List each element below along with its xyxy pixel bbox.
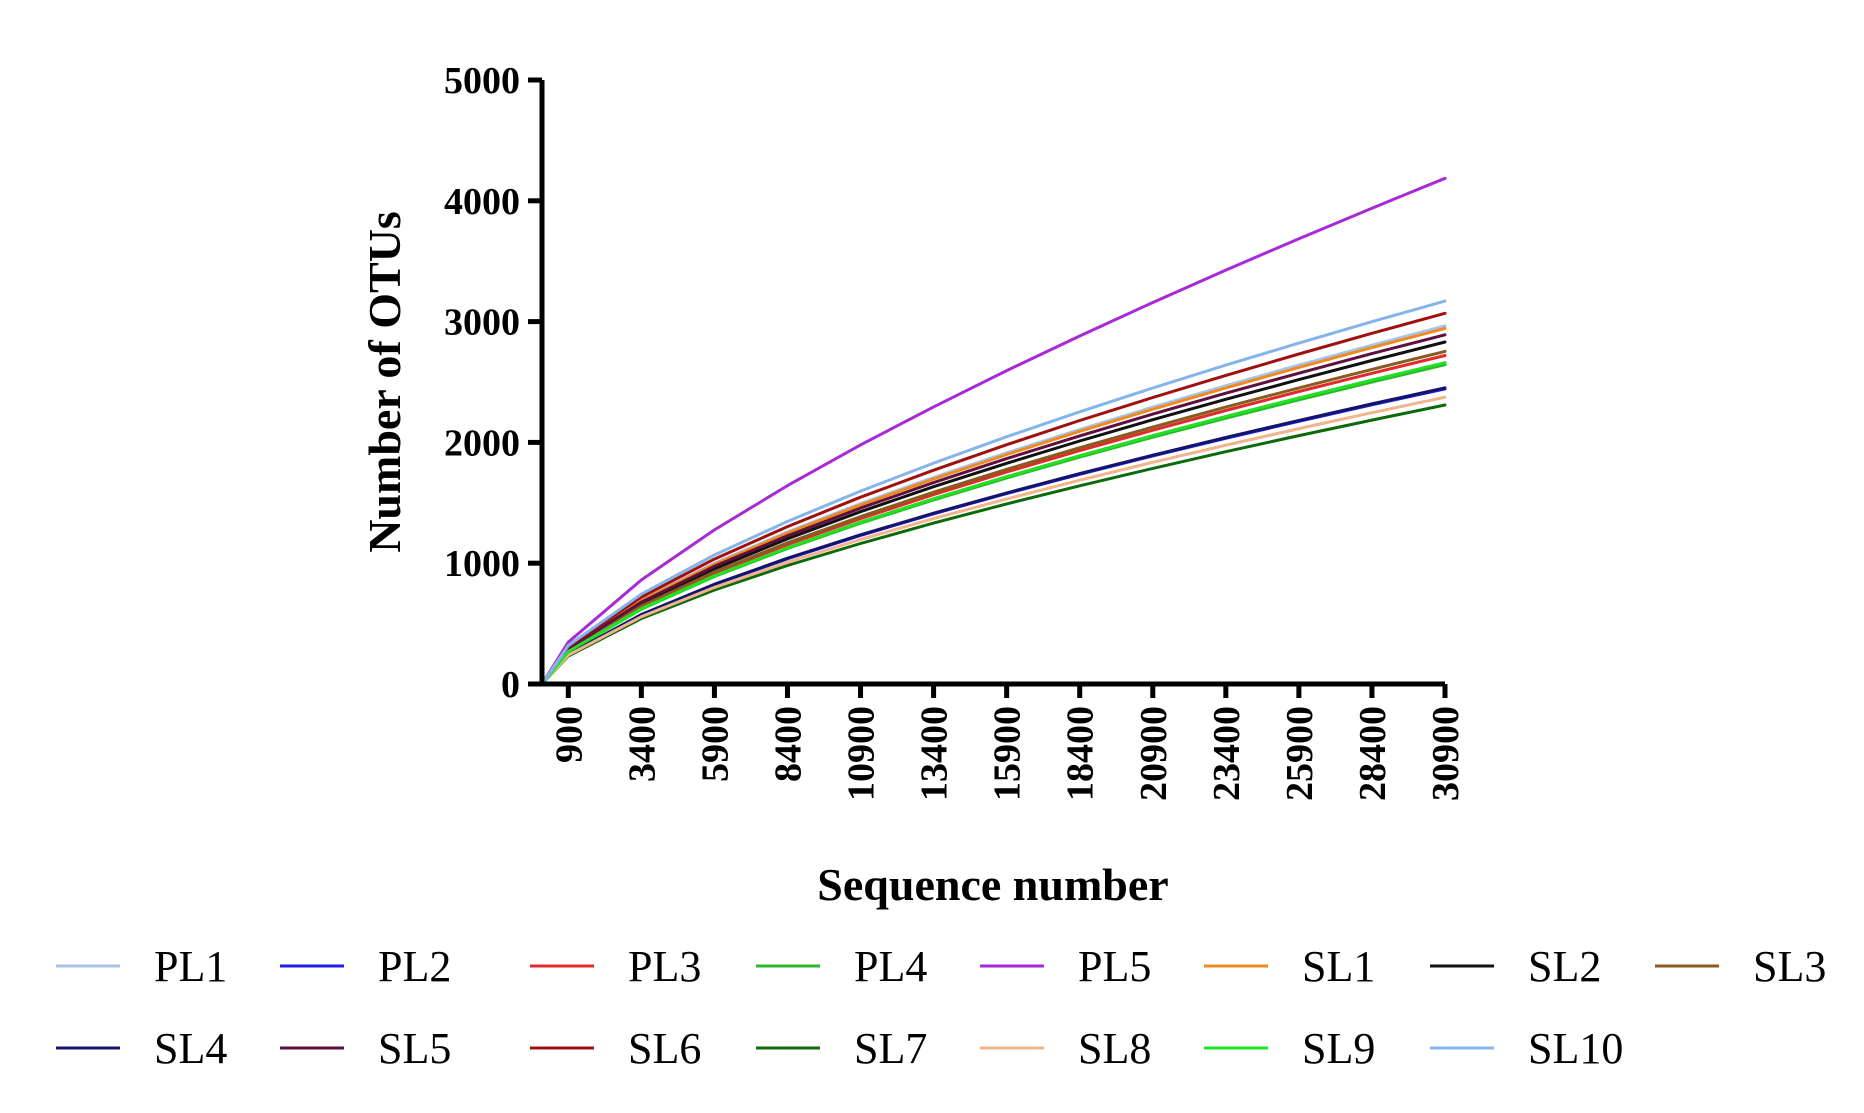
x-tick-label: 5900 <box>694 706 736 782</box>
x-tick-label: 15900 <box>987 706 1029 801</box>
series-line-pl3 <box>540 354 1447 686</box>
x-axis-title: Sequence number <box>817 859 1168 910</box>
x-tick-label: 10900 <box>841 706 883 801</box>
series-line-sl2 <box>540 340 1447 686</box>
legend-label: SL5 <box>378 1024 451 1073</box>
x-tick-label: 18400 <box>1060 706 1102 801</box>
legend-item-sl6: SL6 <box>530 1024 701 1073</box>
series-line-sl3 <box>540 349 1447 686</box>
legend-item-sl10: SL10 <box>1430 1024 1623 1073</box>
legend-label: PL4 <box>854 942 927 991</box>
legend-label: SL9 <box>1302 1024 1375 1073</box>
legend-label: SL2 <box>1528 942 1601 991</box>
x-tick-label: 30900 <box>1425 706 1467 801</box>
y-tick-label: 5000 <box>444 60 520 102</box>
legend-label: SL3 <box>1753 942 1826 991</box>
series-line-pl1 <box>540 324 1447 686</box>
legend: PL1 PL2 PL3 PL4 PL5 SL1 SL2 SL3 SL4 SL5 SL6 SL7 SL8 S… <box>56 942 1826 1073</box>
legend-label: PL1 <box>154 942 227 991</box>
y-tick-label: 3000 <box>444 302 520 344</box>
x-tick-label: 3400 <box>621 706 663 782</box>
legend-item-sl1: SL1 <box>1204 942 1375 991</box>
axes <box>539 80 1445 687</box>
series-line-sl9 <box>540 361 1447 686</box>
y-axis-title: Number of OTUs <box>359 211 410 553</box>
legend-item-sl4: SL4 <box>56 1024 227 1073</box>
legend-label: SL4 <box>154 1024 227 1073</box>
legend-item-sl2: SL2 <box>1430 942 1601 991</box>
x-tick-label: 28400 <box>1352 706 1394 801</box>
legend-item-pl1: PL1 <box>56 942 227 991</box>
legend-item-sl8: SL8 <box>980 1024 1151 1073</box>
legend-label: PL5 <box>1078 942 1151 991</box>
legend-label: SL8 <box>1078 1024 1151 1073</box>
series-lines <box>540 176 1447 686</box>
legend-item-sl3: SL3 <box>1655 942 1826 991</box>
y-tick-label: 4000 <box>444 181 520 223</box>
legend-item-pl5: PL5 <box>980 942 1151 991</box>
legend-label: PL2 <box>378 942 451 991</box>
series-line-sl6 <box>540 311 1447 686</box>
x-tick-label: 8400 <box>767 706 809 782</box>
legend-label: SL10 <box>1528 1024 1623 1073</box>
legend-item-pl3: PL3 <box>530 942 701 991</box>
series-line-sl1 <box>540 326 1447 686</box>
legend-label: SL1 <box>1302 942 1375 991</box>
legend-item-pl2: PL2 <box>280 942 451 991</box>
y-ticks: 0 1000 2000 3000 4000 5000 <box>444 60 542 706</box>
series-line-sl5 <box>540 333 1447 686</box>
series-line-pl5 <box>540 176 1447 686</box>
x-tick-label: 900 <box>548 706 590 763</box>
legend-item-sl9: SL9 <box>1204 1024 1375 1073</box>
series-line-sl10 <box>540 299 1447 686</box>
y-tick-label: 1000 <box>444 543 520 585</box>
x-tick-label: 23400 <box>1206 706 1248 801</box>
legend-label: SL7 <box>854 1024 927 1073</box>
y-tick-label: 2000 <box>444 422 520 464</box>
legend-item-pl4: PL4 <box>756 942 927 991</box>
series-line-sl8 <box>540 395 1447 686</box>
y-tick-label: 0 <box>501 664 520 706</box>
series-line-sl7 <box>540 403 1447 686</box>
legend-label: SL6 <box>628 1024 701 1073</box>
x-tick-label: 25900 <box>1279 706 1321 801</box>
series-line-sl4 <box>540 386 1447 686</box>
series-line-pl4 <box>540 363 1447 686</box>
x-tick-label: 20900 <box>1133 706 1175 801</box>
legend-item-sl5: SL5 <box>280 1024 451 1073</box>
legend-label: PL3 <box>628 942 701 991</box>
x-tick-label: 13400 <box>914 706 956 801</box>
x-ticks: 900 3400 5900 8400 10900 13400 15900 18400 20900… <box>548 684 1467 801</box>
legend-item-sl7: SL7 <box>756 1024 927 1073</box>
